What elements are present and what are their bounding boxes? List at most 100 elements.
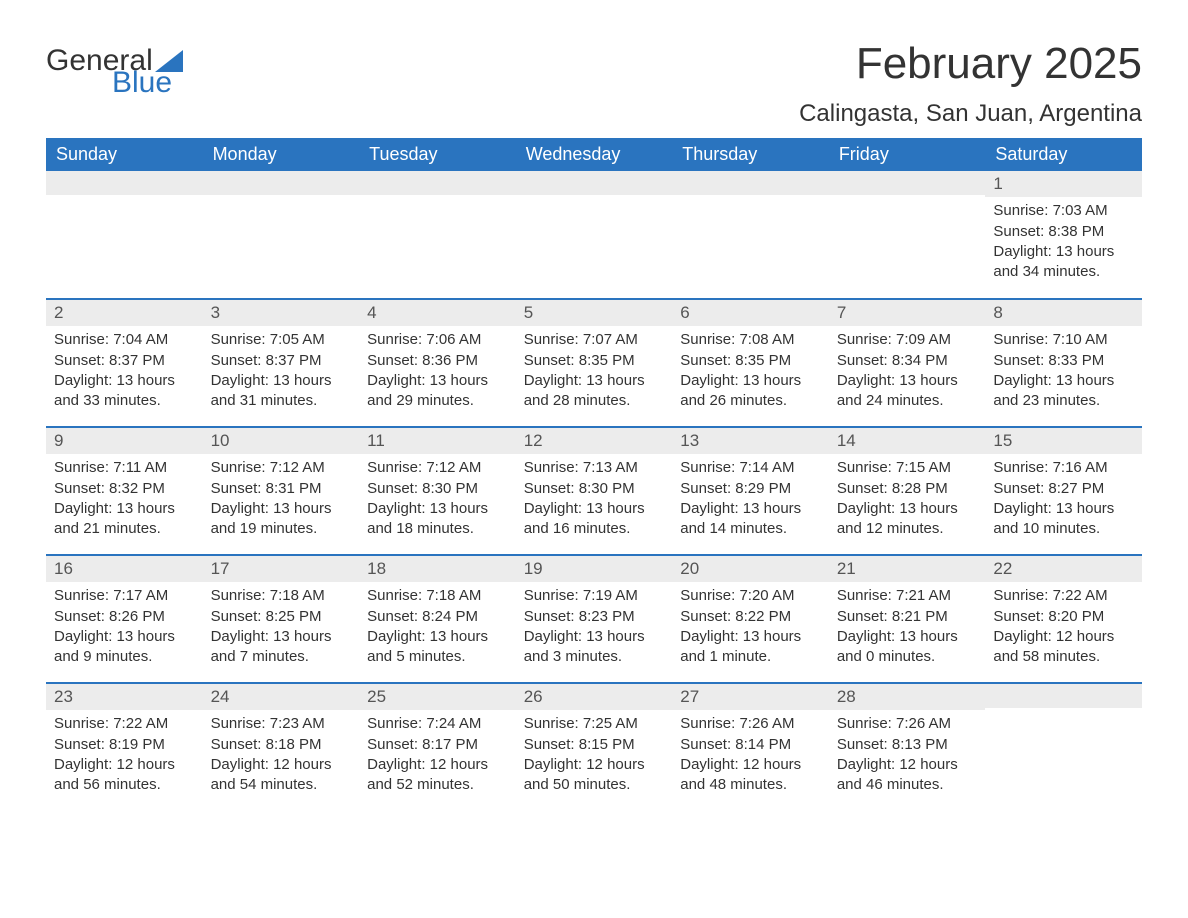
weekday-header: Monday xyxy=(203,138,360,171)
sunset-text: Sunset: 8:32 PM xyxy=(54,479,195,499)
daylight-text: Daylight: 13 hours and 7 minutes. xyxy=(211,627,352,668)
calendar-day-cell: 7Sunrise: 7:09 AMSunset: 8:34 PMDaylight… xyxy=(829,299,986,427)
calendar-day-cell: 11Sunrise: 7:12 AMSunset: 8:30 PMDayligh… xyxy=(359,427,516,555)
calendar-day-cell: 10Sunrise: 7:12 AMSunset: 8:31 PMDayligh… xyxy=(203,427,360,555)
sunrise-text: Sunrise: 7:21 AM xyxy=(837,586,978,606)
day-number: 12 xyxy=(516,428,673,454)
sunset-text: Sunset: 8:38 PM xyxy=(993,222,1134,242)
sunset-text: Sunset: 8:35 PM xyxy=(524,351,665,371)
sunrise-text: Sunrise: 7:13 AM xyxy=(524,458,665,478)
daylight-text: Daylight: 13 hours and 23 minutes. xyxy=(993,371,1134,412)
weekday-header: Friday xyxy=(829,138,986,171)
sunset-text: Sunset: 8:25 PM xyxy=(211,607,352,627)
calendar-day-cell: 22Sunrise: 7:22 AMSunset: 8:20 PMDayligh… xyxy=(985,555,1142,683)
day-number: 4 xyxy=(359,300,516,326)
calendar-day-cell xyxy=(359,171,516,299)
sunrise-text: Sunrise: 7:17 AM xyxy=(54,586,195,606)
day-details: Sunrise: 7:26 AMSunset: 8:14 PMDaylight:… xyxy=(672,710,829,803)
sunset-text: Sunset: 8:36 PM xyxy=(367,351,508,371)
day-details: Sunrise: 7:15 AMSunset: 8:28 PMDaylight:… xyxy=(829,454,986,547)
daylight-text: Daylight: 13 hours and 5 minutes. xyxy=(367,627,508,668)
daylight-text: Daylight: 13 hours and 34 minutes. xyxy=(993,242,1134,283)
day-details: Sunrise: 7:06 AMSunset: 8:36 PMDaylight:… xyxy=(359,326,516,419)
day-number xyxy=(672,171,829,195)
calendar-day-cell: 12Sunrise: 7:13 AMSunset: 8:30 PMDayligh… xyxy=(516,427,673,555)
day-details: Sunrise: 7:08 AMSunset: 8:35 PMDaylight:… xyxy=(672,326,829,419)
sunset-text: Sunset: 8:33 PM xyxy=(993,351,1134,371)
logo: General Blue xyxy=(46,46,183,98)
day-number: 1 xyxy=(985,171,1142,197)
calendar-day-cell xyxy=(516,171,673,299)
sunset-text: Sunset: 8:18 PM xyxy=(211,735,352,755)
day-details: Sunrise: 7:09 AMSunset: 8:34 PMDaylight:… xyxy=(829,326,986,419)
daylight-text: Daylight: 13 hours and 0 minutes. xyxy=(837,627,978,668)
day-details: Sunrise: 7:18 AMSunset: 8:24 PMDaylight:… xyxy=(359,582,516,675)
calendar-day-cell: 4Sunrise: 7:06 AMSunset: 8:36 PMDaylight… xyxy=(359,299,516,427)
day-number xyxy=(829,171,986,195)
sunset-text: Sunset: 8:17 PM xyxy=(367,735,508,755)
sunrise-text: Sunrise: 7:12 AM xyxy=(367,458,508,478)
day-details: Sunrise: 7:13 AMSunset: 8:30 PMDaylight:… xyxy=(516,454,673,547)
day-number: 3 xyxy=(203,300,360,326)
day-number: 20 xyxy=(672,556,829,582)
daylight-text: Daylight: 12 hours and 54 minutes. xyxy=(211,755,352,796)
daylight-text: Daylight: 12 hours and 50 minutes. xyxy=(524,755,665,796)
daylight-text: Daylight: 13 hours and 29 minutes. xyxy=(367,371,508,412)
daylight-text: Daylight: 12 hours and 56 minutes. xyxy=(54,755,195,796)
daylight-text: Daylight: 13 hours and 21 minutes. xyxy=(54,499,195,540)
day-details: Sunrise: 7:07 AMSunset: 8:35 PMDaylight:… xyxy=(516,326,673,419)
weekday-header: Saturday xyxy=(985,138,1142,171)
sunrise-text: Sunrise: 7:19 AM xyxy=(524,586,665,606)
day-number: 10 xyxy=(203,428,360,454)
day-details: Sunrise: 7:10 AMSunset: 8:33 PMDaylight:… xyxy=(985,326,1142,419)
sunset-text: Sunset: 8:30 PM xyxy=(524,479,665,499)
sunrise-text: Sunrise: 7:26 AM xyxy=(680,714,821,734)
day-number: 17 xyxy=(203,556,360,582)
day-number xyxy=(516,171,673,195)
calendar-day-cell: 15Sunrise: 7:16 AMSunset: 8:27 PMDayligh… xyxy=(985,427,1142,555)
sunrise-text: Sunrise: 7:10 AM xyxy=(993,330,1134,350)
day-details: Sunrise: 7:05 AMSunset: 8:37 PMDaylight:… xyxy=(203,326,360,419)
sunset-text: Sunset: 8:21 PM xyxy=(837,607,978,627)
day-details: Sunrise: 7:26 AMSunset: 8:13 PMDaylight:… xyxy=(829,710,986,803)
daylight-text: Daylight: 12 hours and 52 minutes. xyxy=(367,755,508,796)
day-details: Sunrise: 7:17 AMSunset: 8:26 PMDaylight:… xyxy=(46,582,203,675)
weekday-header: Tuesday xyxy=(359,138,516,171)
day-details: Sunrise: 7:03 AMSunset: 8:38 PMDaylight:… xyxy=(985,197,1142,290)
sunrise-text: Sunrise: 7:23 AM xyxy=(211,714,352,734)
day-details: Sunrise: 7:19 AMSunset: 8:23 PMDaylight:… xyxy=(516,582,673,675)
daylight-text: Daylight: 13 hours and 24 minutes. xyxy=(837,371,978,412)
sunrise-text: Sunrise: 7:16 AM xyxy=(993,458,1134,478)
sunset-text: Sunset: 8:23 PM xyxy=(524,607,665,627)
day-details: Sunrise: 7:04 AMSunset: 8:37 PMDaylight:… xyxy=(46,326,203,419)
sunset-text: Sunset: 8:30 PM xyxy=(367,479,508,499)
calendar-week-row: 23Sunrise: 7:22 AMSunset: 8:19 PMDayligh… xyxy=(46,683,1142,811)
day-number: 19 xyxy=(516,556,673,582)
day-number: 26 xyxy=(516,684,673,710)
day-number: 27 xyxy=(672,684,829,710)
sunrise-text: Sunrise: 7:06 AM xyxy=(367,330,508,350)
day-number xyxy=(46,171,203,195)
logo-word-blue: Blue xyxy=(112,68,172,98)
calendar-day-cell: 18Sunrise: 7:18 AMSunset: 8:24 PMDayligh… xyxy=(359,555,516,683)
day-details: Sunrise: 7:12 AMSunset: 8:31 PMDaylight:… xyxy=(203,454,360,547)
calendar-day-cell: 28Sunrise: 7:26 AMSunset: 8:13 PMDayligh… xyxy=(829,683,986,811)
day-number xyxy=(359,171,516,195)
day-details: Sunrise: 7:21 AMSunset: 8:21 PMDaylight:… xyxy=(829,582,986,675)
sunset-text: Sunset: 8:29 PM xyxy=(680,479,821,499)
sunset-text: Sunset: 8:27 PM xyxy=(993,479,1134,499)
day-number: 24 xyxy=(203,684,360,710)
day-number: 28 xyxy=(829,684,986,710)
calendar-day-cell: 6Sunrise: 7:08 AMSunset: 8:35 PMDaylight… xyxy=(672,299,829,427)
sunset-text: Sunset: 8:19 PM xyxy=(54,735,195,755)
sunrise-text: Sunrise: 7:08 AM xyxy=(680,330,821,350)
day-number: 9 xyxy=(46,428,203,454)
calendar-week-row: 9 Sunrise: 7:11 AMSunset: 8:32 PMDaylight… xyxy=(46,427,1142,555)
calendar-day-cell xyxy=(985,683,1142,811)
calendar-day-cell: 24 Sunrise: 7:23 AMSunset: 8:18 PMDayligh… xyxy=(203,683,360,811)
calendar-day-cell: 19Sunrise: 7:19 AMSunset: 8:23 PMDayligh… xyxy=(516,555,673,683)
sunrise-text: Sunrise: 7:22 AM xyxy=(54,714,195,734)
calendar-day-cell: 8Sunrise: 7:10 AMSunset: 8:33 PMDaylight… xyxy=(985,299,1142,427)
sunrise-text: Sunrise: 7:05 AM xyxy=(211,330,352,350)
sunrise-text: Sunrise: 7:11 AM xyxy=(54,458,195,478)
